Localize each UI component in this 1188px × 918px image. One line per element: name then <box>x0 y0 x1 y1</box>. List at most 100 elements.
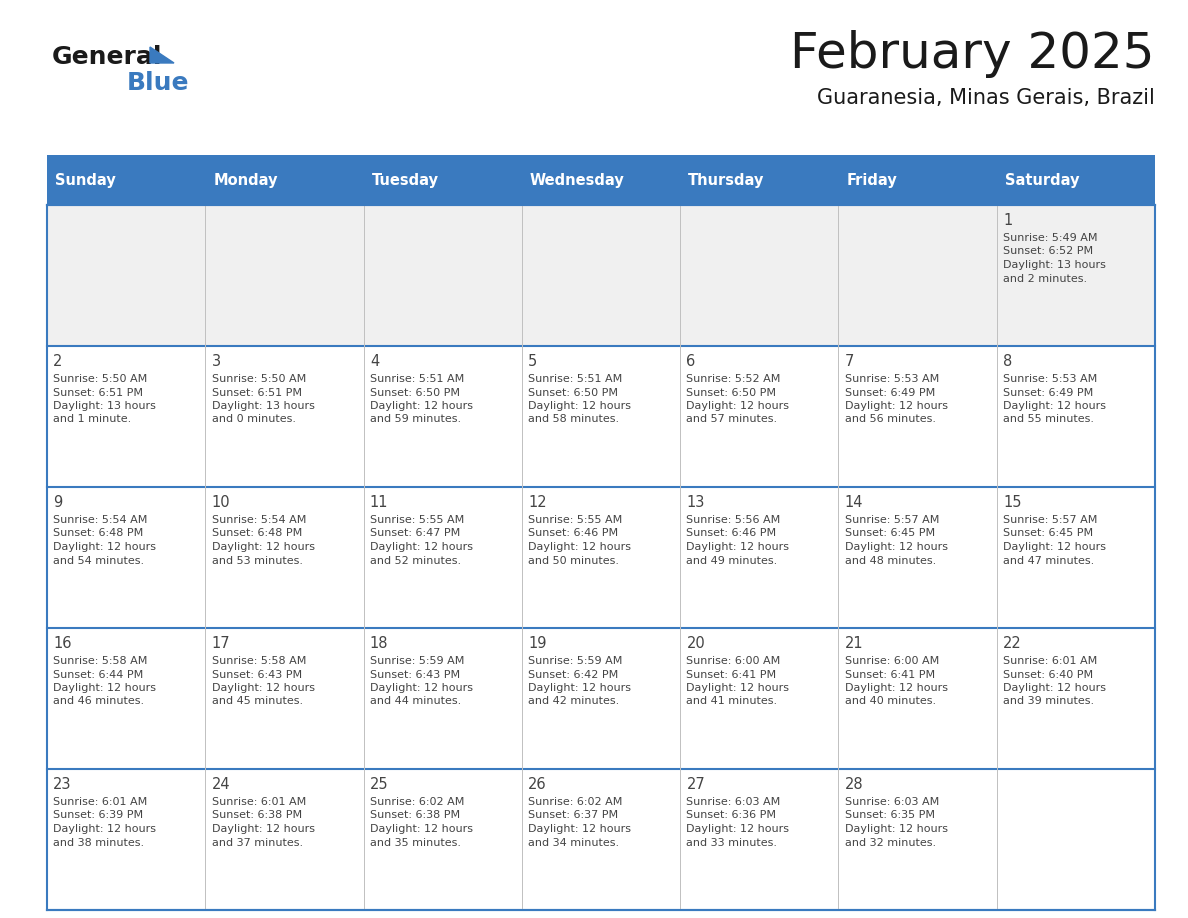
Text: 24: 24 <box>211 777 230 792</box>
Bar <box>681 346 839 487</box>
Text: Daylight: 12 hours: Daylight: 12 hours <box>687 542 790 552</box>
Text: 13: 13 <box>687 495 704 510</box>
Text: 25: 25 <box>369 777 388 792</box>
Text: and 56 minutes.: and 56 minutes. <box>845 415 936 424</box>
Text: Sunrise: 5:57 AM: Sunrise: 5:57 AM <box>1003 515 1098 525</box>
Text: 12: 12 <box>529 495 546 510</box>
Text: 16: 16 <box>53 636 71 651</box>
Text: Daylight: 12 hours: Daylight: 12 hours <box>369 683 473 693</box>
Bar <box>206 346 364 487</box>
Text: General: General <box>52 45 163 69</box>
Text: Tuesday: Tuesday <box>372 173 438 187</box>
Text: Sunrise: 6:01 AM: Sunrise: 6:01 AM <box>1003 656 1098 666</box>
Text: Daylight: 12 hours: Daylight: 12 hours <box>369 401 473 411</box>
Bar <box>997 205 1155 346</box>
Text: Friday: Friday <box>846 173 897 187</box>
Text: Sunrise: 6:03 AM: Sunrise: 6:03 AM <box>845 797 939 807</box>
Text: Sunrise: 6:03 AM: Sunrise: 6:03 AM <box>687 797 781 807</box>
Text: Sunrise: 6:02 AM: Sunrise: 6:02 AM <box>369 797 465 807</box>
Bar <box>522 628 681 769</box>
Text: Sunset: 6:35 PM: Sunset: 6:35 PM <box>845 811 935 821</box>
Text: Daylight: 12 hours: Daylight: 12 hours <box>687 683 790 693</box>
Text: Sunrise: 5:54 AM: Sunrise: 5:54 AM <box>211 515 307 525</box>
Text: and 57 minutes.: and 57 minutes. <box>687 415 778 424</box>
Bar <box>522 346 681 487</box>
Bar <box>839 769 997 910</box>
Bar <box>206 487 364 628</box>
Bar <box>48 769 206 910</box>
Text: Sunrise: 5:57 AM: Sunrise: 5:57 AM <box>845 515 940 525</box>
Text: and 42 minutes.: and 42 minutes. <box>529 697 619 707</box>
Text: Sunset: 6:44 PM: Sunset: 6:44 PM <box>53 669 144 679</box>
Text: Sunrise: 5:52 AM: Sunrise: 5:52 AM <box>687 374 781 384</box>
Bar <box>522 205 681 346</box>
Text: 28: 28 <box>845 777 864 792</box>
Text: Sunset: 6:47 PM: Sunset: 6:47 PM <box>369 529 460 539</box>
Bar <box>206 628 364 769</box>
Text: Sunset: 6:41 PM: Sunset: 6:41 PM <box>845 669 935 679</box>
Bar <box>48 205 206 346</box>
Bar <box>997 628 1155 769</box>
Bar <box>48 155 1155 205</box>
Text: Daylight: 12 hours: Daylight: 12 hours <box>529 401 631 411</box>
Text: Daylight: 12 hours: Daylight: 12 hours <box>369 542 473 552</box>
Text: 10: 10 <box>211 495 230 510</box>
Text: 14: 14 <box>845 495 864 510</box>
Text: 21: 21 <box>845 636 864 651</box>
Text: 7: 7 <box>845 354 854 369</box>
Text: Sunrise: 5:51 AM: Sunrise: 5:51 AM <box>369 374 465 384</box>
Bar <box>522 487 681 628</box>
Bar <box>839 205 997 346</box>
Text: 4: 4 <box>369 354 379 369</box>
Text: 20: 20 <box>687 636 706 651</box>
Bar <box>681 487 839 628</box>
Bar <box>997 769 1155 910</box>
Text: Sunset: 6:38 PM: Sunset: 6:38 PM <box>211 811 302 821</box>
Text: and 52 minutes.: and 52 minutes. <box>369 555 461 565</box>
Text: 3: 3 <box>211 354 221 369</box>
Text: Sunset: 6:45 PM: Sunset: 6:45 PM <box>1003 529 1093 539</box>
Text: Sunrise: 5:56 AM: Sunrise: 5:56 AM <box>687 515 781 525</box>
Text: 6: 6 <box>687 354 696 369</box>
Bar <box>997 346 1155 487</box>
Text: Daylight: 12 hours: Daylight: 12 hours <box>1003 683 1106 693</box>
Text: Sunrise: 6:01 AM: Sunrise: 6:01 AM <box>53 797 147 807</box>
Bar <box>364 769 522 910</box>
Bar <box>48 487 206 628</box>
Text: Daylight: 12 hours: Daylight: 12 hours <box>1003 542 1106 552</box>
Text: Daylight: 12 hours: Daylight: 12 hours <box>53 542 157 552</box>
Text: Daylight: 12 hours: Daylight: 12 hours <box>529 683 631 693</box>
Bar <box>48 346 206 487</box>
Text: and 48 minutes.: and 48 minutes. <box>845 555 936 565</box>
Text: Sunset: 6:43 PM: Sunset: 6:43 PM <box>211 669 302 679</box>
Text: Daylight: 12 hours: Daylight: 12 hours <box>529 542 631 552</box>
Text: Daylight: 12 hours: Daylight: 12 hours <box>845 401 948 411</box>
Text: Daylight: 13 hours: Daylight: 13 hours <box>1003 260 1106 270</box>
Text: Sunset: 6:43 PM: Sunset: 6:43 PM <box>369 669 460 679</box>
Text: 9: 9 <box>53 495 63 510</box>
Text: Sunset: 6:38 PM: Sunset: 6:38 PM <box>369 811 460 821</box>
Polygon shape <box>150 47 173 63</box>
Text: Sunrise: 6:00 AM: Sunrise: 6:00 AM <box>845 656 939 666</box>
Text: Sunset: 6:49 PM: Sunset: 6:49 PM <box>845 387 935 397</box>
Text: and 35 minutes.: and 35 minutes. <box>369 837 461 847</box>
Text: 15: 15 <box>1003 495 1022 510</box>
Text: Sunset: 6:50 PM: Sunset: 6:50 PM <box>529 387 618 397</box>
Text: Sunrise: 5:59 AM: Sunrise: 5:59 AM <box>529 656 623 666</box>
Text: Daylight: 12 hours: Daylight: 12 hours <box>211 824 315 834</box>
Text: and 0 minutes.: and 0 minutes. <box>211 415 296 424</box>
Bar <box>206 769 364 910</box>
Text: Sunset: 6:50 PM: Sunset: 6:50 PM <box>687 387 777 397</box>
Text: Daylight: 12 hours: Daylight: 12 hours <box>211 542 315 552</box>
Text: and 59 minutes.: and 59 minutes. <box>369 415 461 424</box>
Text: Sunset: 6:39 PM: Sunset: 6:39 PM <box>53 811 144 821</box>
Text: Daylight: 12 hours: Daylight: 12 hours <box>369 824 473 834</box>
Text: Wednesday: Wednesday <box>530 173 625 187</box>
Bar <box>364 346 522 487</box>
Text: Sunset: 6:48 PM: Sunset: 6:48 PM <box>53 529 144 539</box>
Text: and 53 minutes.: and 53 minutes. <box>211 555 303 565</box>
Text: Thursday: Thursday <box>688 173 764 187</box>
Text: Sunset: 6:46 PM: Sunset: 6:46 PM <box>529 529 618 539</box>
Text: Sunrise: 5:58 AM: Sunrise: 5:58 AM <box>53 656 147 666</box>
Text: 1: 1 <box>1003 213 1012 228</box>
